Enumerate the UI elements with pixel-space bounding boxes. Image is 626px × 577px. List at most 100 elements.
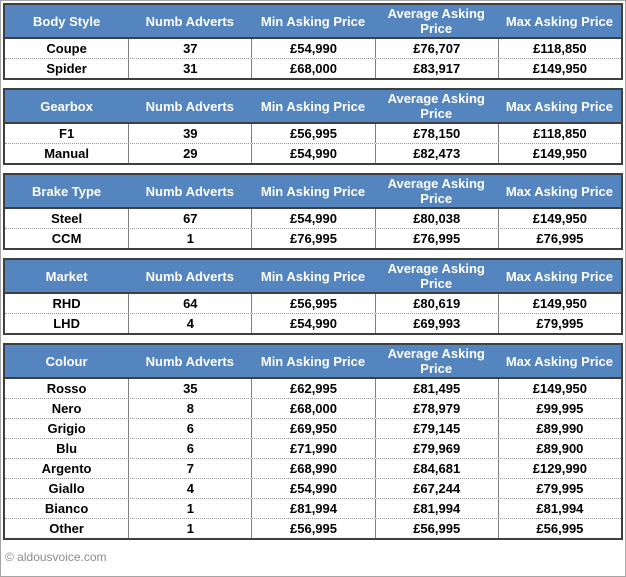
column-header: Gearbox bbox=[40, 98, 93, 114]
table-cell: £69,993 bbox=[374, 314, 498, 333]
table-cell: 64 bbox=[128, 294, 251, 313]
column-header: Numb Adverts bbox=[145, 98, 234, 114]
table-row: RHD 64 £56,995 £80,619 £149,950 bbox=[5, 294, 621, 314]
table-cell: £81,994 bbox=[251, 499, 374, 518]
table-cell: 4 bbox=[128, 479, 251, 498]
table-cell: £67,244 bbox=[374, 479, 498, 498]
table-cell: £56,995 bbox=[374, 519, 498, 538]
table-cell: £79,969 bbox=[374, 439, 498, 458]
table-cell: £54,990 bbox=[251, 314, 374, 333]
summary-table-market: Market Numb Adverts Min Asking Price Averag… bbox=[3, 258, 623, 335]
table-row: Coupe 37 £54,990 £76,707 £118,850 bbox=[5, 39, 621, 59]
column-header: Average Asking Price bbox=[387, 346, 485, 376]
table-cell: 35 bbox=[128, 379, 251, 398]
table-cell: Rosso bbox=[46, 381, 87, 396]
table-cell: Manual bbox=[44, 146, 89, 161]
table-cell: £149,950 bbox=[497, 59, 621, 78]
table-cell: CCM bbox=[51, 231, 82, 246]
table-cell: £76,995 bbox=[251, 229, 374, 248]
column-header: Numb Adverts bbox=[145, 353, 234, 369]
column-header: Average Asking Price bbox=[387, 91, 485, 121]
column-header: Min Asking Price bbox=[260, 268, 366, 284]
table-cell: 37 bbox=[128, 39, 251, 58]
column-header: Body Style bbox=[33, 13, 101, 29]
table-cell: £68,000 bbox=[251, 59, 374, 78]
table-cell: £149,950 bbox=[497, 379, 621, 398]
column-header: Numb Adverts bbox=[145, 183, 234, 199]
table-row: Grigio 6 £69,950 £79,145 £89,990 bbox=[5, 419, 621, 439]
table-cell: £89,990 bbox=[497, 419, 621, 438]
table-cell: Coupe bbox=[46, 41, 87, 56]
column-header: Average Asking Price bbox=[387, 6, 485, 36]
table-cell: 8 bbox=[128, 399, 251, 418]
column-header: Min Asking Price bbox=[260, 353, 366, 369]
column-header: Min Asking Price bbox=[260, 13, 366, 29]
table-header-row: Colour Numb Adverts Min Asking Price Averag… bbox=[5, 345, 621, 379]
summary-tables: Body Style Numb Adverts Min Asking Price Av… bbox=[3, 3, 623, 548]
table-cell: 1 bbox=[128, 519, 251, 538]
table-cell: £78,979 bbox=[374, 399, 498, 418]
table-cell: £84,681 bbox=[374, 459, 498, 478]
table-cell: Blu bbox=[56, 441, 78, 456]
table-cell: £76,995 bbox=[374, 229, 498, 248]
table-cell: £99,995 bbox=[497, 399, 621, 418]
table-header-row: Market Numb Adverts Min Asking Price Averag… bbox=[5, 260, 621, 294]
table-cell: £56,995 bbox=[251, 519, 374, 538]
table-cell: 29 bbox=[128, 144, 251, 163]
table-cell: £89,900 bbox=[497, 439, 621, 458]
column-header: Numb Adverts bbox=[145, 13, 234, 29]
table-cell: £81,495 bbox=[374, 379, 498, 398]
table-cell: 4 bbox=[128, 314, 251, 333]
column-header: Numb Adverts bbox=[145, 268, 234, 284]
table-cell: £118,850 bbox=[497, 39, 621, 58]
table-cell: Giallo bbox=[48, 481, 85, 496]
table-header-row: Brake Type Numb Adverts Min Asking Price Av… bbox=[5, 175, 621, 209]
table-row: Spider 31 £68,000 £83,917 £149,950 bbox=[5, 59, 621, 78]
table-cell: £56,995 bbox=[251, 294, 374, 313]
table-cell: Grigio bbox=[47, 421, 86, 436]
table-cell: £149,950 bbox=[497, 294, 621, 313]
column-header: Average Asking Price bbox=[387, 261, 485, 291]
table-cell: £76,995 bbox=[497, 229, 621, 248]
table-row: Manual 29 £54,990 £82,473 £149,950 bbox=[5, 144, 621, 163]
table-cell: £68,000 bbox=[251, 399, 374, 418]
table-row: F1 39 £56,995 £78,150 £118,850 bbox=[5, 124, 621, 144]
table-cell: £54,990 bbox=[251, 479, 374, 498]
column-header: Min Asking Price bbox=[260, 183, 366, 199]
table-row: Other 1 £56,995 £56,995 £56,995 bbox=[5, 519, 621, 538]
table-cell: LHD bbox=[53, 316, 80, 331]
table-cell: Steel bbox=[51, 211, 83, 226]
summary-table-colour: Colour Numb Adverts Min Asking Price Averag… bbox=[3, 343, 623, 540]
table-cell: 31 bbox=[128, 59, 251, 78]
column-header: Colour bbox=[45, 353, 88, 369]
table-cell: £56,995 bbox=[497, 519, 621, 538]
footer-copyright: © aldousvoice.com bbox=[5, 550, 107, 564]
column-header: Max Asking Price bbox=[505, 183, 613, 199]
table-cell: F1 bbox=[59, 126, 75, 141]
table-cell: Argento bbox=[41, 461, 92, 476]
column-header: Max Asking Price bbox=[505, 353, 613, 369]
summary-table-gearbox: Gearbox Numb Adverts Min Asking Price Avera… bbox=[3, 88, 623, 165]
table-row: Argento 7 £68,990 £84,681 £129,990 bbox=[5, 459, 621, 479]
column-header: Market bbox=[45, 268, 88, 284]
table-cell: £71,990 bbox=[251, 439, 374, 458]
table-cell: £54,990 bbox=[251, 144, 374, 163]
table-cell: 67 bbox=[128, 209, 251, 228]
table-cell: £81,994 bbox=[497, 499, 621, 518]
table-row: LHD 4 £54,990 £69,993 £79,995 bbox=[5, 314, 621, 333]
table-cell: Other bbox=[49, 521, 84, 536]
table-cell: £54,990 bbox=[251, 39, 374, 58]
table-cell: Bianco bbox=[44, 501, 89, 516]
table-cell: Spider bbox=[46, 61, 87, 76]
table-row: Nero 8 £68,000 £78,979 £99,995 bbox=[5, 399, 621, 419]
table-row: Bianco 1 £81,994 £81,994 £81,994 bbox=[5, 499, 621, 519]
table-cell: £118,850 bbox=[497, 124, 621, 143]
column-header: Max Asking Price bbox=[505, 98, 613, 114]
table-cell: 1 bbox=[128, 229, 251, 248]
table-cell: £149,950 bbox=[497, 144, 621, 163]
table-cell: £129,990 bbox=[497, 459, 621, 478]
table-cell: 6 bbox=[128, 419, 251, 438]
table-cell: 39 bbox=[128, 124, 251, 143]
table-cell: £68,990 bbox=[251, 459, 374, 478]
